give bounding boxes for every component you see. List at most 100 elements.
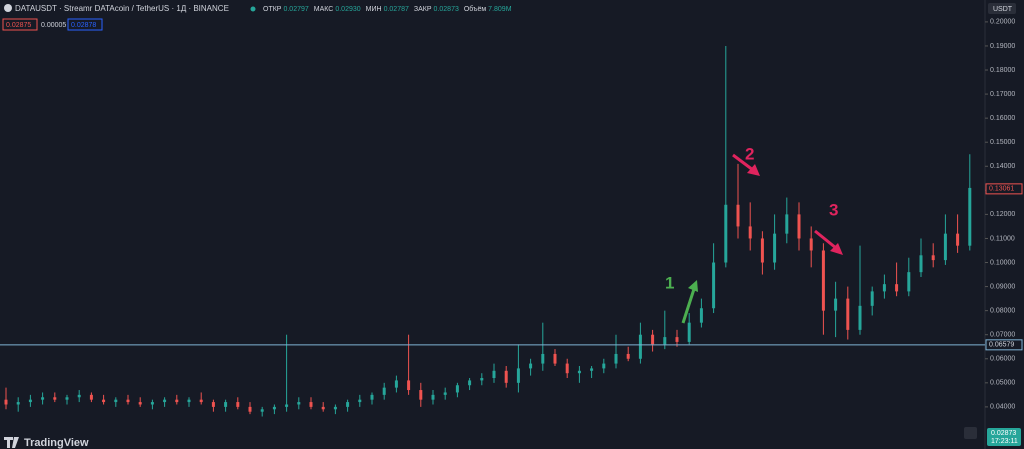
y-tick-label: 0.17000 bbox=[990, 91, 1015, 98]
candle-body bbox=[309, 402, 313, 407]
field-label: МАКС bbox=[314, 6, 334, 13]
candle-body bbox=[797, 214, 801, 239]
candle-body bbox=[272, 406, 276, 410]
candle-body bbox=[809, 238, 813, 251]
candle-body bbox=[675, 337, 679, 342]
candle-body bbox=[382, 387, 386, 395]
spread: 0.00005 bbox=[41, 22, 66, 29]
candle-body bbox=[492, 370, 496, 379]
y-tick-label: 0.05000 bbox=[990, 380, 1015, 387]
y-tick-label: 0.10000 bbox=[990, 259, 1015, 266]
candle-body bbox=[370, 394, 374, 400]
candle-body bbox=[89, 394, 93, 400]
candle-body bbox=[65, 397, 69, 400]
y-tick-label: 0.09000 bbox=[990, 283, 1015, 290]
arrow-3-head bbox=[830, 243, 843, 255]
symbol-icon bbox=[4, 4, 12, 12]
settings-button[interactable] bbox=[964, 427, 977, 439]
y-tick-label: 0.11000 bbox=[990, 235, 1015, 242]
candle-body bbox=[114, 399, 118, 403]
candle-body bbox=[638, 334, 642, 359]
field-value: 0.02873 bbox=[434, 6, 459, 13]
candle-body bbox=[736, 204, 740, 227]
candle-body bbox=[846, 298, 850, 330]
brand-logo bbox=[4, 437, 19, 448]
candle-body bbox=[602, 363, 606, 369]
y-tick-label: 0.06000 bbox=[990, 356, 1015, 363]
candle-body bbox=[199, 399, 203, 403]
symbol-title: DATAUSDT · Streamr DATAcoin / TetherUS ·… bbox=[15, 4, 229, 13]
y-tick-label: 0.18000 bbox=[990, 67, 1015, 74]
annotation: 1 bbox=[665, 273, 674, 292]
candle-body bbox=[321, 406, 325, 410]
candle-body bbox=[687, 322, 691, 342]
last-price-label: 0.13061 bbox=[989, 186, 1014, 193]
candle-body bbox=[443, 392, 447, 395]
candle-body bbox=[699, 308, 703, 323]
field-value: 0.02797 bbox=[283, 6, 308, 13]
candle-body bbox=[224, 402, 228, 407]
y-tick-label: 0.20000 bbox=[990, 19, 1015, 26]
y-tick-label: 0.07000 bbox=[990, 332, 1015, 339]
candle-body bbox=[651, 334, 655, 345]
field-value: 0.02930 bbox=[335, 6, 360, 13]
candle-body bbox=[394, 380, 398, 388]
candle-body bbox=[882, 284, 886, 292]
candle-body bbox=[16, 402, 20, 405]
candle-body bbox=[4, 399, 8, 405]
candle-body bbox=[821, 250, 825, 311]
price-line-box bbox=[985, 339, 1023, 351]
y-tick-label: 0.04000 bbox=[990, 404, 1015, 411]
candle-body bbox=[760, 238, 764, 263]
countdown: 17:23:11 bbox=[991, 438, 1018, 445]
candle-body bbox=[919, 255, 923, 273]
candle-body bbox=[138, 402, 142, 405]
annotation: 3 bbox=[829, 200, 838, 219]
candle-body bbox=[565, 363, 569, 374]
bid-box[interactable] bbox=[2, 18, 38, 31]
candle-body bbox=[346, 402, 350, 407]
candle-body bbox=[102, 399, 106, 403]
candle-body bbox=[870, 291, 874, 306]
arrow-1 bbox=[681, 288, 696, 324]
candle-body bbox=[163, 399, 167, 403]
candle-body bbox=[663, 337, 667, 345]
candle-body bbox=[943, 233, 947, 261]
status-dot bbox=[250, 6, 256, 12]
candle-body bbox=[77, 394, 81, 398]
currency-button[interactable] bbox=[988, 3, 1016, 14]
candle-body bbox=[895, 284, 899, 292]
ask-box[interactable] bbox=[67, 18, 103, 31]
candle-body bbox=[968, 187, 972, 246]
current-price-box bbox=[987, 428, 1021, 446]
field-label: ЗАКР bbox=[414, 6, 432, 13]
candle-body bbox=[285, 404, 289, 407]
candle-body bbox=[724, 204, 728, 263]
candle-body bbox=[858, 305, 862, 330]
candle-body bbox=[931, 255, 935, 261]
candle-body bbox=[407, 380, 411, 391]
candle-body bbox=[516, 368, 520, 383]
bid: 0.02875 bbox=[6, 22, 31, 29]
candle-body bbox=[126, 399, 130, 403]
candle-body bbox=[419, 390, 423, 400]
y-tick-label: 0.19000 bbox=[990, 43, 1015, 50]
candle-body bbox=[480, 378, 484, 381]
y-tick-label: 0.14000 bbox=[990, 163, 1015, 170]
candle-body bbox=[907, 272, 911, 292]
candle-body bbox=[834, 298, 838, 311]
candle-body bbox=[260, 409, 264, 412]
candle-body bbox=[529, 363, 533, 369]
currency: USDT bbox=[993, 6, 1013, 13]
candle-body bbox=[175, 399, 179, 403]
ask: 0.02878 bbox=[71, 22, 96, 29]
y-tick-label: 0.16000 bbox=[990, 115, 1015, 122]
candle-body bbox=[773, 233, 777, 263]
arrow-2 bbox=[732, 153, 754, 172]
y-tick-label: 0.08000 bbox=[990, 307, 1015, 314]
candle-body bbox=[187, 399, 191, 403]
candle-body bbox=[455, 385, 459, 393]
arrow-1-head bbox=[688, 280, 698, 292]
candle-body bbox=[712, 262, 716, 309]
